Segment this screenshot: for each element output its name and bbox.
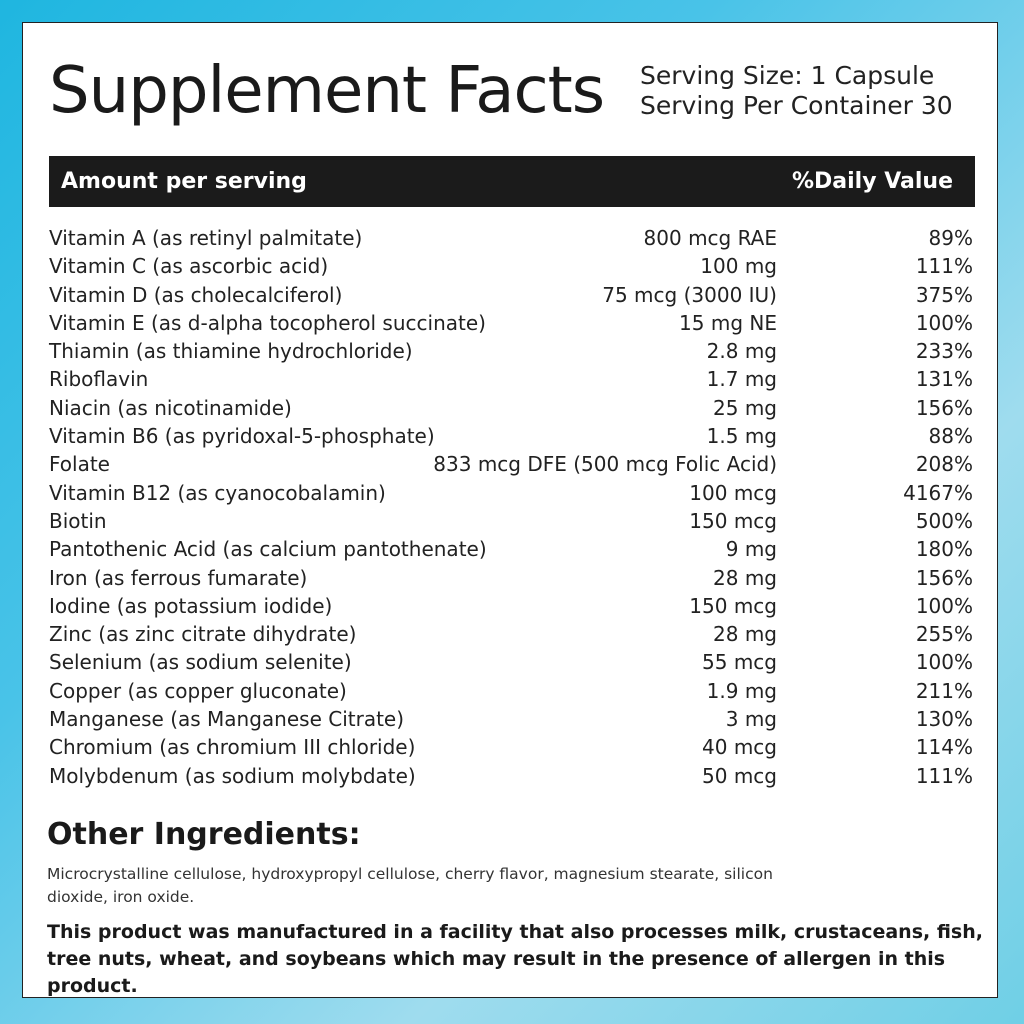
- nutrient-amount: 3 mg: [725, 707, 777, 732]
- nutrient-daily-value: 156%: [915, 395, 973, 420]
- nutrient-amount: 40 mcg: [702, 735, 777, 760]
- nutrient-daily-value: 111%: [915, 763, 973, 788]
- table-row: Pantothenic Acid (as calcium pantothenat…: [47, 535, 975, 563]
- amount-per-serving-header: Amount per serving: [61, 169, 307, 194]
- nutrient-amount: 15 mg NE: [679, 310, 777, 335]
- nutrient-daily-value: 89%: [928, 226, 973, 250]
- nutrient-amount: 1.9 mg: [706, 678, 777, 703]
- nutrient-amount: 150 mcg: [689, 508, 777, 533]
- table-row: Copper (as copper gluconate) 1.9 mg 211%: [47, 677, 975, 705]
- nutrient-amount: 1.7 mg: [706, 367, 777, 392]
- table-row: Vitamin D (as cholecalciferol) 75 mcg (30…: [47, 281, 975, 309]
- nutrient-amount: 50 mcg: [702, 763, 777, 788]
- nutrient-name: Chromium (as chromium III chloride): [49, 735, 416, 760]
- other-ingredients-text: Microcrystalline cellulose, hydroxypropy…: [47, 865, 773, 906]
- nutrient-name: Vitamin C (as ascorbic acid): [49, 254, 329, 279]
- nutrient-amount: 25 mg: [713, 395, 777, 420]
- nutrient-daily-value: 500%: [915, 508, 973, 533]
- nutrient-amount: 150 mcg: [689, 593, 777, 618]
- page-title: Supplement Facts: [49, 54, 605, 128]
- table-row: Vitamin B12 (as cyanocobalamin) 100 mcg 41…: [47, 479, 975, 507]
- table-row: Selenium (as sodium selenite) 55 mcg 100%: [47, 648, 975, 676]
- nutrient-name: Folate: [49, 452, 110, 477]
- nutrient-name: Pantothenic Acid (as calcium pantothenat…: [49, 537, 487, 562]
- nutrient-name: Selenium (as sodium selenite): [49, 650, 352, 675]
- nutrient-name: Niacin (as nicotinamide): [49, 395, 292, 420]
- table-row: Zinc (as zinc citrate dihydrate) 28 mg 255…: [47, 620, 975, 648]
- table-row: Iron (as ferrous fumarate) 28 mg 156%: [47, 564, 975, 592]
- nutrient-name: Thiamin (as thiamine hydrochloride): [49, 339, 413, 364]
- nutrient-name: Biotin: [49, 508, 107, 533]
- nutrient-daily-value: 4167%: [903, 480, 973, 505]
- nutrient-name: Manganese (as Manganese Citrate): [49, 707, 405, 732]
- nutrient-name: Molybdenum (as sodium molybdate): [49, 763, 416, 788]
- table-row: Chromium (as chromium III chloride) 40 mc…: [47, 733, 975, 761]
- nutrient-daily-value: 114%: [915, 735, 973, 760]
- other-ingredients-title: Other Ingredients:: [47, 817, 361, 852]
- table-row: Vitamin C (as ascorbic acid) 100 mg 111%: [47, 252, 975, 280]
- table-row: Vitamin A (as retinyl palmitate) 800 mcg …: [47, 224, 975, 252]
- nutrient-amount: 100 mg: [700, 254, 777, 279]
- nutrient-name: Zinc (as zinc citrate dihydrate): [49, 622, 357, 647]
- nutrient-amount: 833 mcg DFE (500 mcg Folic Acid): [433, 452, 777, 477]
- nutrient-daily-value: 233%: [915, 339, 973, 364]
- table-row: Niacin (as nicotinamide) 25 mg 156%: [47, 394, 975, 422]
- nutrient-daily-value: 100%: [915, 310, 973, 335]
- table-row: Molybdenum (as sodium molybdate) 50 mcg 11…: [47, 762, 975, 790]
- table-row: Vitamin B6 (as pyridoxal-5-phosphate) 1.5…: [47, 422, 975, 450]
- nutrient-amount: 1.5 mg: [706, 424, 777, 449]
- nutrient-daily-value: 88%: [928, 424, 973, 449]
- nutrient-name: Iodine (as potassium iodide): [49, 593, 333, 618]
- nutrient-name: Vitamin D (as cholecalciferol): [49, 282, 343, 307]
- nutrient-daily-value: 130%: [915, 707, 973, 732]
- nutrient-name: Vitamin B12 (as cyanocobalamin): [49, 480, 386, 505]
- nutrient-amount: 100 mcg: [689, 480, 777, 505]
- table-row: Biotin 150 mcg 500%: [47, 507, 975, 535]
- nutrient-table: Vitamin A (as retinyl palmitate) 800 mcg …: [47, 224, 975, 790]
- table-row: Riboflavin 1.7 mg 131%: [47, 365, 975, 393]
- nutrient-daily-value: 156%: [915, 565, 973, 590]
- nutrient-name: Riboflavin: [49, 367, 149, 392]
- nutrient-amount: 75 mcg (3000 IU): [602, 282, 777, 307]
- table-row: Manganese (as Manganese Citrate) 3 mg 130%: [47, 705, 975, 733]
- table-row: Vitamin E (as d-alpha tocopherol succina…: [47, 309, 975, 337]
- table-row: Folate 833 mcg DFE (500 mcg Folic Acid) 20…: [47, 450, 975, 478]
- nutrient-daily-value: 255%: [915, 622, 973, 647]
- table-row: Thiamin (as thiamine hydrochloride) 2.8 m…: [47, 337, 975, 365]
- nutrient-daily-value: 375%: [915, 282, 973, 307]
- nutrient-daily-value: 111%: [915, 254, 973, 279]
- nutrient-name: Iron (as ferrous fumarate): [49, 565, 308, 590]
- nutrient-amount: 28 mg: [713, 565, 777, 590]
- nutrient-amount: 9 mg: [725, 537, 777, 562]
- supplement-facts-panel: Supplement Facts Serving Size: 1 Capsule…: [22, 22, 998, 998]
- daily-value-header: %Daily Value: [791, 169, 953, 194]
- nutrient-daily-value: 100%: [915, 593, 973, 618]
- serving-size: Serving Size: 1 Capsule: [640, 61, 935, 90]
- nutrient-amount: 2.8 mg: [706, 339, 777, 364]
- nutrient-name: Vitamin A (as retinyl palmitate): [49, 226, 363, 250]
- nutrient-daily-value: 100%: [915, 650, 973, 675]
- allergen-statement: This product was manufactured in a facil…: [47, 921, 983, 997]
- nutrient-daily-value: 211%: [915, 678, 973, 703]
- table-row: Iodine (as potassium iodide) 150 mcg 100%: [47, 592, 975, 620]
- serving-info: Serving Size: 1 Capsule Serving Per Cont…: [640, 61, 953, 121]
- nutrient-daily-value: 131%: [915, 367, 973, 392]
- nutrient-daily-value: 208%: [915, 452, 973, 477]
- servings-per-container: Serving Per Container 30: [640, 91, 953, 120]
- table-header: Amount per serving %Daily Value: [49, 156, 975, 207]
- nutrient-amount: 28 mg: [713, 622, 777, 647]
- nutrient-name: Vitamin B6 (as pyridoxal-5-phosphate): [49, 424, 435, 449]
- nutrient-amount: 55 mcg: [702, 650, 777, 675]
- nutrient-daily-value: 180%: [915, 537, 973, 562]
- nutrient-amount: 800 mcg RAE: [643, 226, 777, 250]
- nutrient-name: Vitamin E (as d-alpha tocopherol succina…: [49, 310, 486, 335]
- nutrient-name: Copper (as copper gluconate): [49, 678, 347, 703]
